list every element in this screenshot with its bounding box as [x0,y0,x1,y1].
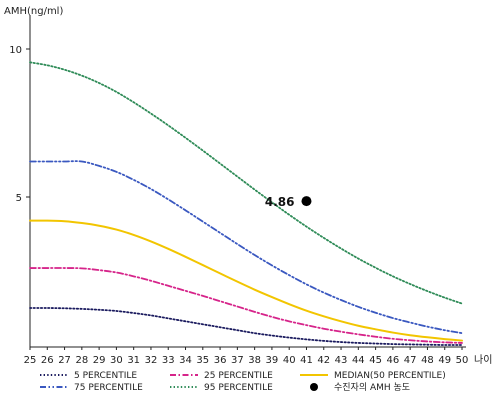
marker-layer: 4.86 [265,195,312,209]
x-tick-label: 31 [127,355,140,366]
series-line-25-percentile [29,267,463,344]
x-tick-label: 47 [404,355,417,366]
legend-label: 5 PERCENTILE [74,371,137,381]
x-tick-label: 46 [387,355,400,366]
legend-marker-swatch [310,383,318,391]
axes: AMH(ng/ml) 나이 [4,6,492,366]
legend-label: MEDIAN(50 PERCENTILE) [334,371,446,381]
x-axis-title: 나이 [474,354,492,366]
y-tick-label: 10 [9,45,22,56]
x-tick-label: 32 [145,355,158,366]
legend-label: 75 PERCENTILE [74,383,143,393]
x-tick-label: 48 [421,355,434,366]
x-tick-label: 42 [317,355,330,366]
x-tick-label: 44 [352,355,365,366]
x-tick-label: 45 [369,355,382,366]
x-tick-label: 49 [438,355,451,366]
x-tick-label: 33 [162,355,175,366]
x-tick-label: 41 [300,355,313,366]
y-axis-title: AMH(ng/ml) [4,6,63,17]
series-line-5-percentile [29,307,463,346]
x-tick-label: 26 [41,355,54,366]
x-tick-label: 34 [179,355,192,366]
x-tick-label: 35 [196,355,209,366]
x-tick-label: 30 [110,355,123,366]
x-tick-label: 50 [456,355,469,366]
x-tick-label: 29 [93,355,106,366]
x-tick-label: 36 [214,355,227,366]
ticks: 25 26 27 28 29 30 31 32 33 34 35 36 37 38 39 40 41 42 43 44… [9,45,468,366]
x-tick-label: 39 [266,355,279,366]
x-tick-label: 40 [283,355,296,366]
x-tick-label: 38 [248,355,261,366]
series-line-95-percentile [29,61,463,305]
patient-value-label: 4.86 [265,195,295,209]
series-line-75-percentile [29,160,463,335]
x-tick-label: 28 [75,355,88,366]
y-tick-label: 5 [16,193,22,204]
x-tick-label: 43 [335,355,348,366]
legend-label: 95 PERCENTILE [204,383,273,393]
legend-label: 수진자의 AMH 농도 [334,382,410,393]
series-lines [29,61,463,346]
legend: 5 PERCENTILE 25 PERCENTILE MEDIAN(50 PERCE… [40,371,446,393]
patient-marker-point [301,196,312,207]
x-tick-label: 37 [231,355,244,366]
x-tick-label: 25 [24,355,37,366]
series-line-median-50-percentile [29,219,463,342]
x-tick-label: 27 [58,355,71,366]
legend-label: 25 PERCENTILE [204,371,273,381]
